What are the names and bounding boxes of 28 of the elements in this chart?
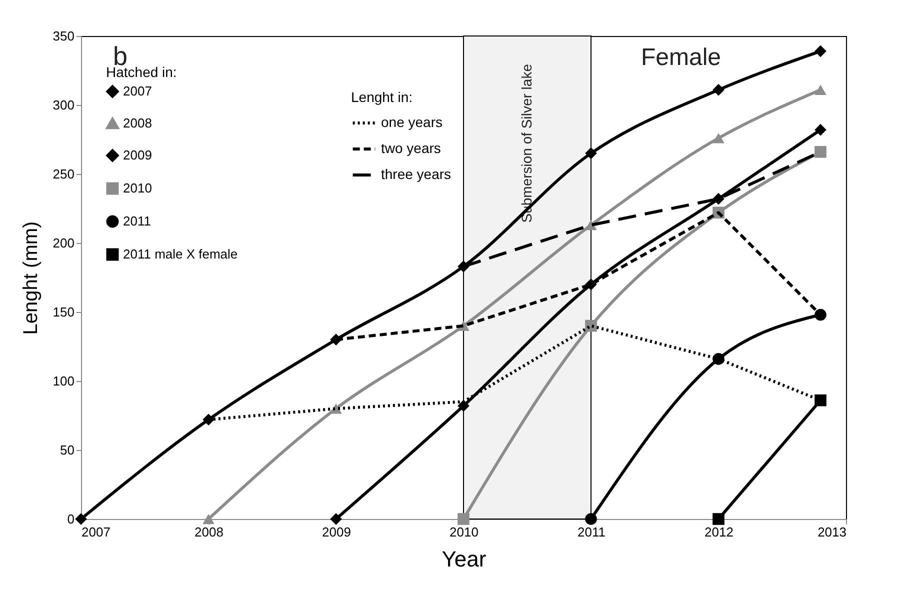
y-tick-label: 0 <box>67 512 74 526</box>
legend-label: two years <box>381 140 441 156</box>
x-tick-label: 2009 <box>322 524 351 540</box>
y-axis-title: Lenght (mm) <box>20 221 42 335</box>
y-tick-label: 350 <box>52 28 74 44</box>
legend-label: one years <box>381 114 442 130</box>
x-tick-label: 2013 <box>818 524 846 540</box>
legend-label: 2010 <box>123 180 152 196</box>
legend-label: three years <box>381 166 452 182</box>
x-axis-title: Year <box>442 546 486 572</box>
x-tick-label: 2010 <box>450 524 478 540</box>
legend-label: 2008 <box>123 116 152 130</box>
legend-label: 2007 <box>123 84 152 98</box>
y-tick-label: 100 <box>52 374 74 388</box>
annotation: Female <box>641 44 722 71</box>
x-tick-label: 2011 <box>578 524 606 540</box>
legend-label: 2009 <box>123 148 152 162</box>
x-tick-label: 2012 <box>704 524 734 540</box>
y-tick-label: 50 <box>60 442 74 458</box>
y-tick-label: 200 <box>52 236 74 250</box>
y-tick-label: 250 <box>52 166 74 182</box>
x-tick-label: 2007 <box>82 524 110 540</box>
text: Lenght in: <box>351 89 412 105</box>
y-tick-label: 300 <box>52 98 74 112</box>
y-tick-label: 150 <box>52 304 74 320</box>
legend-label: 2011 male X female <box>123 246 238 262</box>
x-tick-label: 2008 <box>194 524 224 540</box>
legend-label: 2011 <box>123 214 151 228</box>
